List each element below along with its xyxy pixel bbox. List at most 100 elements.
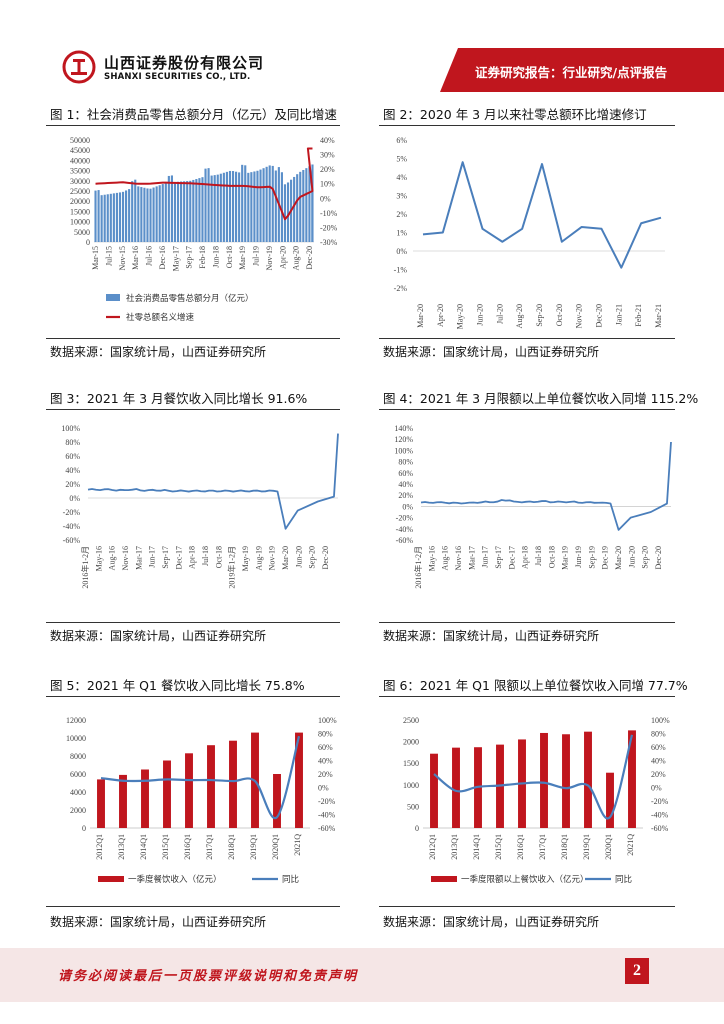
legend-bar-swatch bbox=[431, 876, 457, 882]
x-tick-label-0: Mar-20 bbox=[416, 304, 425, 328]
right-tick-label-4: 10% bbox=[320, 180, 335, 189]
bar-retail-53 bbox=[256, 170, 259, 242]
bar-retail-3 bbox=[103, 194, 106, 242]
left-tick-label-0: 0 bbox=[82, 824, 86, 833]
y-tick-label-7: 5% bbox=[396, 155, 407, 164]
x-tick-label-6: 2018Q1 bbox=[227, 834, 236, 860]
right-tick-label-7: 80% bbox=[318, 730, 333, 739]
y-tick-label-3: 1% bbox=[396, 229, 407, 238]
x-tick-label-6: Sep-17 bbox=[161, 546, 170, 569]
x-tick-label-8: Nov-20 bbox=[575, 304, 584, 328]
legend-bar-swatch bbox=[98, 876, 124, 882]
bar-retail-18 bbox=[149, 188, 152, 242]
y-tick-label-5: 3% bbox=[396, 192, 407, 201]
x-tick-label-3: 2015Q1 bbox=[161, 834, 170, 860]
figure-1-title: 图 1：社会消费品零售总额分月（亿元）及同比增速 bbox=[50, 107, 337, 122]
x-tick-label-0: 2012Q1 bbox=[428, 834, 437, 860]
bar-retail-52 bbox=[253, 171, 256, 242]
report-type-label: 证券研究报告：行业研究/点评报告 bbox=[475, 65, 668, 80]
x-tick-label-12: Jul-19 bbox=[252, 246, 261, 266]
x-tick-label-9: Jul-18 bbox=[201, 546, 210, 566]
x-tick-label-3: 2015Q1 bbox=[494, 834, 503, 860]
x-tick-label-13: Sep-19 bbox=[587, 546, 596, 569]
x-tick-label-4: Jul-20 bbox=[495, 304, 504, 324]
bar-retail-39 bbox=[213, 175, 216, 242]
left-tick-label-1: 5000 bbox=[74, 228, 90, 237]
x-tick-label-7: Dec-17 bbox=[507, 546, 516, 570]
x-tick-label-4: 2016Q1 bbox=[183, 834, 192, 860]
bar-retail-9 bbox=[121, 191, 125, 242]
bar-retail-62 bbox=[283, 184, 287, 242]
x-tick-label-11: 2019年1-2月 bbox=[227, 546, 237, 589]
bar-retail-26 bbox=[173, 182, 177, 242]
bar-retail-41 bbox=[219, 173, 222, 242]
x-tick-label-2: Aug-16 bbox=[108, 546, 117, 570]
bar-retail-22 bbox=[161, 184, 164, 242]
right-tick-label-6: 60% bbox=[651, 743, 666, 752]
y-tick-label-1: -40% bbox=[63, 522, 81, 531]
bar-retail-24 bbox=[167, 175, 170, 242]
left-tick-label-4: 2000 bbox=[403, 738, 419, 747]
y-tick-label-4: 20% bbox=[398, 491, 413, 500]
y-tick-label-1: -1% bbox=[394, 266, 408, 275]
left-tick-label-1: 500 bbox=[407, 802, 419, 811]
line-mom-growth bbox=[422, 161, 662, 269]
figure-3-title: 图 3：2021 年 3 月餐饮收入同比增长 91.6% bbox=[50, 391, 308, 406]
y-tick-label-3: 0% bbox=[402, 502, 413, 511]
figure-4-source: 数据来源：国家统计局，山西证券研究所 bbox=[383, 629, 600, 643]
bar-retail-30 bbox=[186, 181, 189, 242]
bar-retail-2 bbox=[100, 195, 103, 242]
right-tick-label-5: 40% bbox=[318, 757, 333, 766]
x-tick-label-5: 2017Q1 bbox=[205, 834, 214, 860]
right-tick-label-8: 100% bbox=[651, 716, 670, 725]
y-tick-label-10: 140% bbox=[394, 424, 413, 433]
bar-q1-8 bbox=[273, 774, 281, 828]
bar-q1-1 bbox=[119, 774, 127, 828]
x-tick-label-9: Jun-18 bbox=[211, 246, 220, 268]
legend-bar-label: 一季度限额以上餐饮收入（亿元） bbox=[461, 874, 589, 884]
bar-retail-49 bbox=[244, 165, 247, 242]
left-tick-label-5: 2500 bbox=[403, 716, 419, 725]
bar-retail-14 bbox=[137, 186, 140, 242]
y-tick-label-5: 40% bbox=[398, 480, 413, 489]
left-tick-label-5: 10000 bbox=[66, 734, 86, 743]
x-tick-label-1: 2013Q1 bbox=[450, 834, 459, 860]
line-catering-yoy bbox=[420, 441, 672, 531]
x-tick-label-6: May-17 bbox=[171, 246, 180, 271]
bar-retail-29 bbox=[183, 181, 186, 242]
x-tick-label-10: Oct-18 bbox=[547, 546, 556, 568]
y-tick-label-3: 0% bbox=[69, 494, 80, 503]
x-tick-label-0: 2012Q1 bbox=[95, 834, 104, 860]
bar-retail-43 bbox=[225, 171, 228, 242]
x-tick-label-9: Dec-20 bbox=[595, 304, 604, 328]
bar-retail-57 bbox=[268, 165, 271, 242]
right-tick-label-1: -20% bbox=[320, 223, 338, 232]
x-tick-label-14: Nov-19 bbox=[268, 546, 277, 570]
x-tick-label-2: Nov-15 bbox=[118, 246, 127, 270]
figure-6-rule bbox=[379, 696, 675, 697]
x-tick-label-7: Oct-20 bbox=[555, 304, 564, 326]
y-tick-label-0: -2% bbox=[394, 284, 408, 293]
figure-2-bottom-rule bbox=[379, 338, 675, 339]
x-tick-label-0: 2016年1-2月 bbox=[80, 546, 90, 589]
bar-retail-1 bbox=[97, 190, 100, 242]
x-tick-label-2: Aug-16 bbox=[441, 546, 450, 570]
x-tick-label-5: Jun-17 bbox=[481, 546, 490, 568]
figure-6-bottom-rule bbox=[379, 906, 675, 907]
left-tick-label-2: 4000 bbox=[70, 788, 86, 797]
bar-retail-16 bbox=[143, 187, 146, 242]
x-tick-label-1: Apr-20 bbox=[436, 304, 445, 327]
x-tick-label-1: May-16 bbox=[94, 546, 103, 571]
line-q1-yoy bbox=[433, 734, 634, 820]
x-tick-label-3: Nov-16 bbox=[454, 546, 463, 570]
bar-retail-56 bbox=[265, 166, 268, 242]
x-tick-label-4: Mar-17 bbox=[467, 546, 476, 570]
y-tick-label-1: -40% bbox=[396, 525, 414, 534]
x-tick-label-0: 2016年1-2月 bbox=[413, 546, 423, 589]
bar-retail-10 bbox=[125, 190, 128, 242]
x-tick-label-16: Jun-20 bbox=[294, 546, 303, 568]
bar-q1-9 bbox=[295, 732, 303, 828]
bar-retail-19 bbox=[152, 187, 155, 242]
left-tick-label-9: 45000 bbox=[70, 146, 90, 155]
bar-retail-68 bbox=[302, 169, 305, 242]
